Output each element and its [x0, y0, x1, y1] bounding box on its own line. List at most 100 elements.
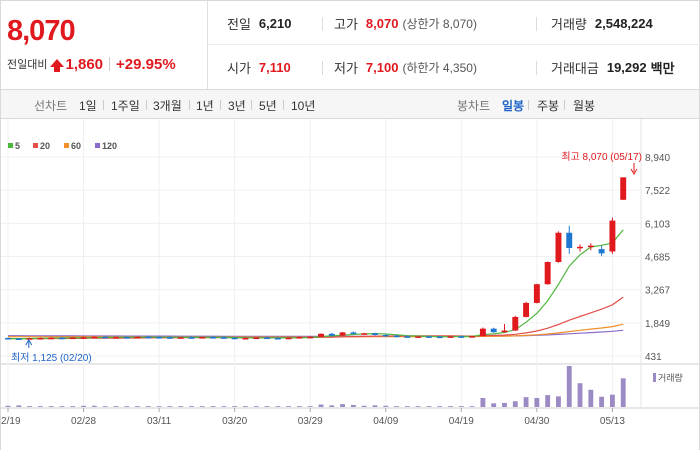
candle — [501, 323, 508, 333]
candle-body — [566, 232, 573, 248]
candle — [48, 337, 55, 340]
divider — [536, 61, 537, 75]
candle-body — [145, 336, 152, 339]
candle — [415, 335, 422, 338]
candle-body — [91, 336, 98, 339]
candle — [307, 336, 314, 339]
stat-label: 고가 — [334, 16, 358, 32]
divider — [283, 100, 284, 110]
volume-bar — [620, 378, 626, 407]
stat-limit: (하한가 4,350) — [402, 60, 477, 75]
volume-bar — [48, 406, 54, 407]
volume-bar — [491, 403, 497, 407]
candle — [134, 336, 141, 339]
candle — [533, 283, 540, 304]
tab-1d[interactable]: 1일 — [79, 99, 97, 113]
candle-body — [458, 336, 465, 338]
candle — [587, 243, 594, 251]
candle — [328, 332, 335, 337]
candle-body — [274, 338, 281, 340]
tab-1w[interactable]: 1주일 — [111, 99, 140, 113]
candle — [199, 336, 206, 339]
change-value: 1,860 — [65, 55, 104, 73]
candle-body — [80, 337, 87, 339]
candle — [318, 333, 324, 338]
candle-body — [587, 245, 594, 248]
tab-daily[interactable]: 일봉 — [502, 99, 525, 113]
candle — [436, 335, 443, 339]
candle — [425, 335, 432, 338]
volume-bar — [534, 397, 540, 407]
divider — [251, 100, 252, 110]
y-tick-label: 431 — [645, 352, 662, 363]
ma5-line — [7, 229, 624, 340]
stat-label: 저가 — [334, 60, 358, 76]
volume-bar — [91, 405, 97, 407]
candle — [598, 245, 605, 257]
volume-bar — [296, 406, 302, 407]
volume-bar — [458, 406, 464, 407]
stats-panel: 전일 6,210 고가 8,070 (상한가 8,070) 거래량 2,548,… — [209, 1, 700, 90]
y-tick-label: 8,940 — [645, 153, 670, 164]
volume-bar — [156, 406, 162, 407]
tab-3m[interactable]: 3개월 — [153, 99, 182, 113]
volume-legend-label: 거래량 — [658, 372, 683, 383]
volume-bar — [113, 406, 119, 407]
candle-body — [253, 337, 260, 340]
divider — [189, 100, 190, 110]
volume-bar — [609, 394, 615, 407]
current-price: 8,070 — [7, 15, 76, 47]
stat-trading-amount: 거래대금 19,292 백만 — [551, 57, 675, 77]
candle-body — [523, 302, 530, 317]
candle — [512, 315, 519, 331]
candle — [231, 337, 238, 340]
candle — [26, 337, 33, 340]
volume-bar — [232, 406, 238, 407]
tab-3y[interactable]: 3년 — [228, 99, 246, 113]
up-arrow-icon — [50, 58, 65, 72]
candle — [555, 231, 562, 263]
candle-chart-label: 봉차트 — [457, 99, 491, 113]
volume-bar — [307, 406, 313, 407]
candle-body — [447, 336, 454, 338]
tab-weekly[interactable]: 주봉 — [537, 99, 560, 113]
candle-body — [188, 337, 195, 339]
volume-bar — [253, 406, 259, 407]
divider — [564, 100, 565, 110]
candle — [523, 301, 530, 318]
candlestick-chart[interactable]: 5 20 60 120 431 1,849 3,267 4,685 6,103 7,522 8,9… — [1, 119, 699, 450]
candle — [371, 332, 378, 336]
candle-body — [285, 337, 292, 340]
candle — [91, 336, 98, 339]
legend-swatch — [8, 143, 13, 148]
y-tick-label: 6,103 — [645, 219, 670, 230]
tab-1y[interactable]: 1년 — [196, 99, 214, 113]
candle — [112, 336, 119, 339]
candle-body — [69, 337, 76, 340]
candle-body — [220, 337, 227, 339]
tab-5y[interactable]: 5년 — [259, 99, 277, 113]
candle-body — [58, 337, 65, 340]
volume-bar — [469, 406, 475, 407]
candle — [447, 335, 454, 338]
stat-label: 전일 — [227, 16, 251, 32]
tab-monthly[interactable]: 월봉 — [573, 99, 596, 113]
y-tick-label: 7,522 — [645, 186, 670, 197]
volume-bar — [37, 406, 43, 407]
candle-body — [620, 177, 627, 200]
max-arrow-icon — [630, 168, 638, 175]
candle-body — [479, 328, 486, 337]
volume-bar — [383, 405, 389, 407]
volume-bar — [480, 397, 486, 407]
candle-body — [264, 337, 271, 340]
tab-10y[interactable]: 10년 — [291, 99, 316, 113]
stat-label: 거래대금 — [551, 60, 599, 76]
stat-value: 7,100 — [365, 59, 399, 75]
candle-body — [533, 284, 540, 303]
candle-body — [501, 330, 508, 333]
legend-label: 5 — [15, 141, 20, 151]
line-chart-label: 선차트 — [34, 99, 68, 113]
chart-period-tabs: 선차트 1일 1주일 3개월 1년 3년 5년 10년 봉차트 일봉 주봉 월봉 — [0, 89, 700, 119]
volume-bar — [124, 406, 130, 407]
candle-body — [425, 336, 432, 338]
